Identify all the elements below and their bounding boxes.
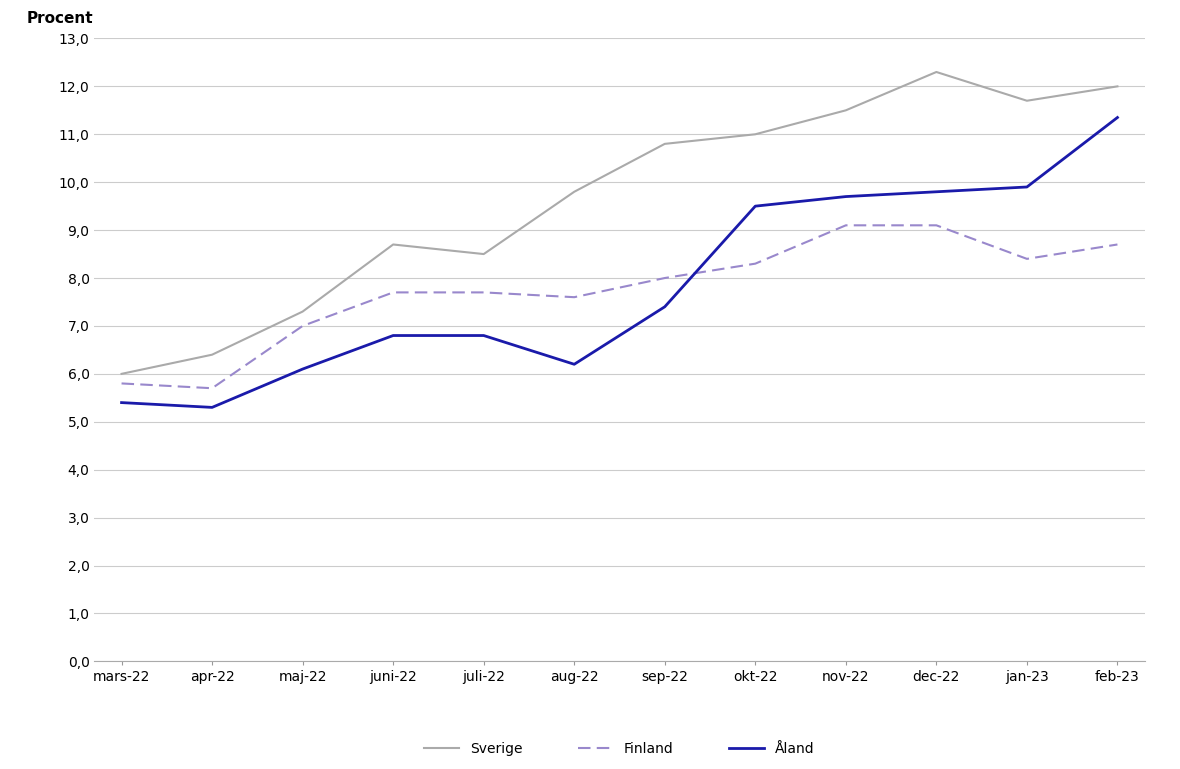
Sverige [1020, 96, 1034, 105]
Sverige [657, 139, 671, 148]
Line: Finland: Finland [122, 225, 1117, 388]
Text: Procent: Procent [26, 11, 93, 26]
Legend: Sverige, Finland, Åland: Sverige, Finland, Åland [419, 737, 820, 762]
Line: Åland: Åland [122, 118, 1117, 408]
Åland [1020, 182, 1034, 191]
Finland [748, 259, 762, 268]
Åland [205, 403, 219, 412]
Åland [386, 331, 400, 340]
Åland [477, 331, 491, 340]
Åland [295, 365, 309, 374]
Sverige [386, 240, 400, 249]
Finland [930, 221, 944, 230]
Finland [839, 221, 853, 230]
Åland [748, 201, 762, 211]
Åland [930, 187, 944, 196]
Finland [657, 274, 671, 283]
Sverige [205, 350, 219, 359]
Finland [114, 379, 129, 388]
Sverige [295, 307, 309, 316]
Sverige [114, 369, 129, 378]
Finland [1110, 240, 1125, 249]
Sverige [1110, 82, 1125, 91]
Finland [1020, 255, 1034, 264]
Åland [657, 302, 671, 311]
Finland [568, 292, 582, 301]
Åland [114, 398, 129, 408]
Åland [568, 360, 582, 369]
Sverige [568, 187, 582, 196]
Finland [386, 288, 400, 297]
Sverige [930, 68, 944, 77]
Åland [839, 192, 853, 201]
Finland [477, 288, 491, 297]
Åland [1110, 113, 1125, 122]
Finland [205, 384, 219, 393]
Line: Sverige: Sverige [122, 72, 1117, 374]
Finland [295, 321, 309, 331]
Sverige [748, 130, 762, 139]
Sverige [839, 105, 853, 115]
Sverige [477, 249, 491, 258]
